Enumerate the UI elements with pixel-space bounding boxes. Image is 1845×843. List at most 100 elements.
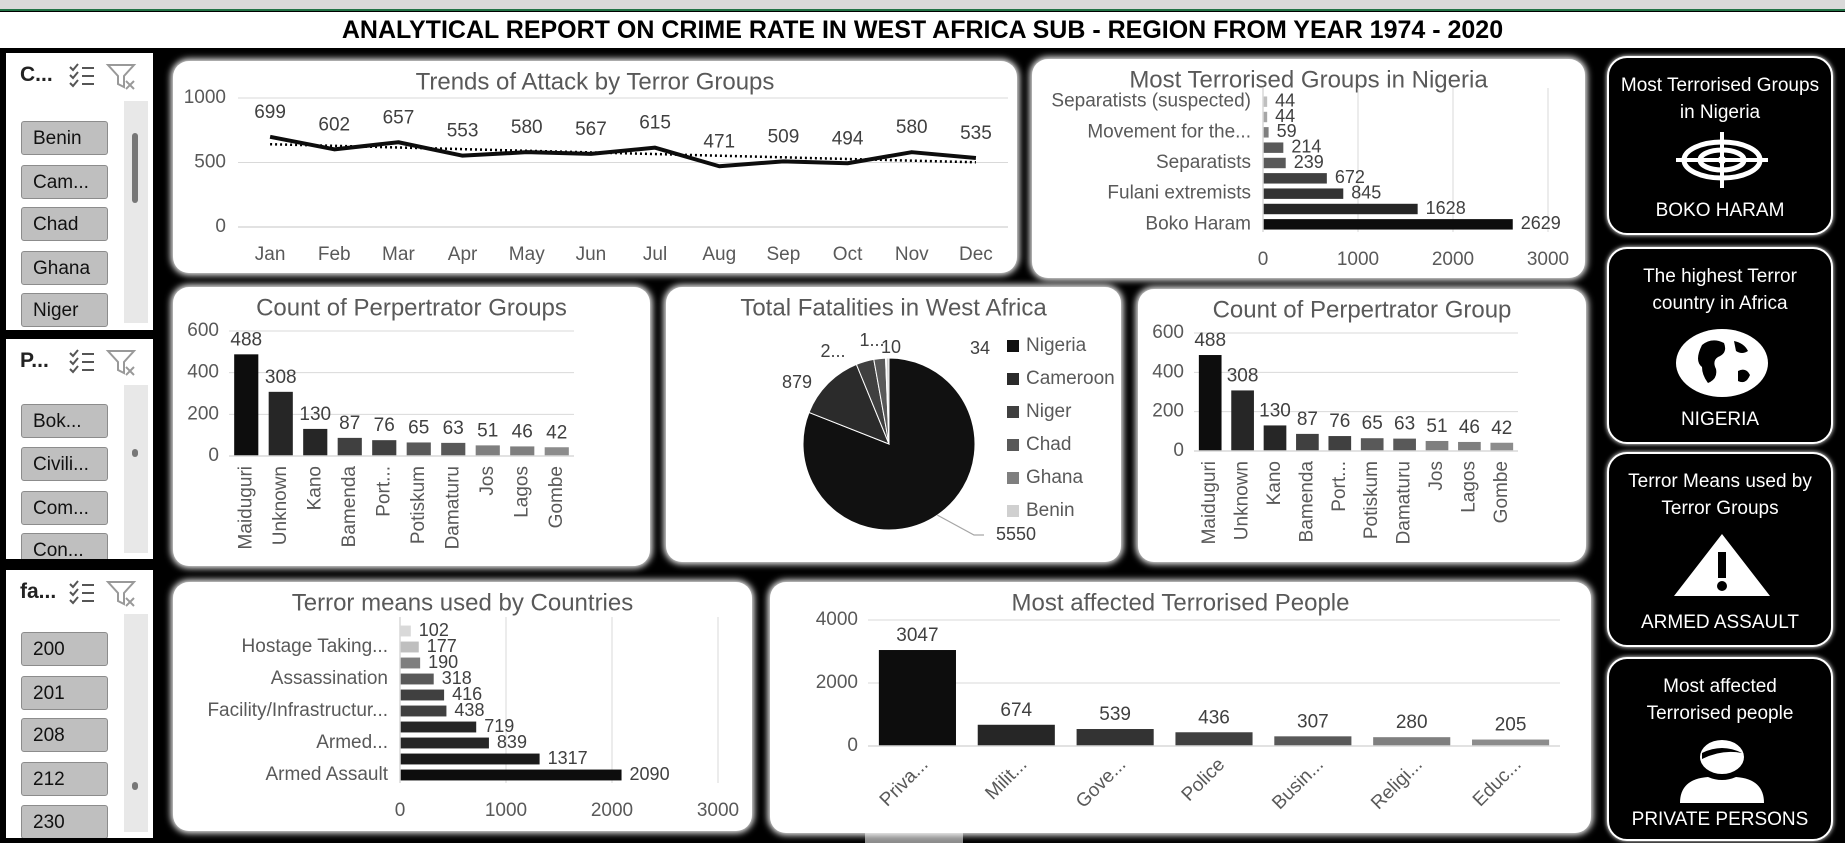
chart-title: Total Fatalities in West Africa [740, 294, 1047, 321]
y-tick-label: Hostage Taking... [242, 636, 388, 657]
bar [1076, 729, 1154, 746]
data-label: 10 [881, 337, 901, 357]
x-tick-label: Bamenda [339, 466, 360, 548]
slicer-item[interactable]: 208 [21, 718, 108, 752]
bar [977, 724, 1055, 746]
data-label: 839 [497, 732, 527, 752]
slicer-icons[interactable] [68, 347, 148, 377]
legend-swatch [1007, 472, 1019, 484]
y-tick-label: Armed Assault [266, 764, 389, 785]
y-tick-label: 600 [187, 320, 219, 341]
data-label: 879 [782, 372, 812, 392]
y-tick-label: 1000 [184, 87, 226, 108]
bar [544, 447, 569, 456]
report-title: ANALYTICAL REPORT ON CRIME RATE IN WEST … [0, 12, 1845, 48]
data-label: 488 [230, 329, 262, 350]
legend-swatch [1007, 406, 1019, 418]
data-label: 567 [575, 119, 607, 140]
kpi-card: Most affected Terrorised people PRIVATE … [1607, 657, 1833, 841]
slicer-item[interactable]: Bok... [21, 404, 108, 438]
slicer-title: C... [20, 63, 53, 86]
x-tick-label: Milit... [981, 754, 1031, 804]
x-tick-label: Kano [1264, 461, 1285, 505]
legend-swatch [1007, 505, 1019, 517]
data-label: 535 [960, 123, 992, 144]
card-value: NIGERIA [1680, 409, 1760, 430]
bar [475, 445, 500, 456]
bar [400, 769, 622, 781]
slicer-item[interactable]: Con... [21, 533, 108, 559]
chart-panel: Trends of Attack by Terror Groups 0 500 100… [173, 61, 1017, 273]
y-tick-label: 2000 [816, 672, 858, 693]
data-label: 76 [1329, 411, 1350, 432]
slicer-item[interactable]: 230 [21, 805, 108, 838]
x-tick-label: 0 [395, 800, 406, 821]
bar [1263, 425, 1287, 451]
data-label: 308 [265, 367, 297, 388]
slicer-item[interactable]: 212 [21, 762, 108, 796]
data-label: 438 [454, 700, 484, 720]
y-tick-label: 0 [1173, 440, 1184, 461]
bar [1263, 111, 1268, 123]
bar [1393, 438, 1416, 451]
bar [400, 753, 540, 765]
data-label: 42 [1491, 418, 1512, 439]
chart-title: Most Terrorised Groups in Nigeria [1129, 66, 1488, 93]
x-tick-label: Apr [448, 244, 478, 265]
legend-label: Chad [1026, 434, 1071, 455]
chart-title: Terror means used by Countries [292, 589, 633, 616]
card-title: Terror Means used by Terror Groups [1628, 471, 1812, 519]
chart: Terror means used by Countries 0 1000 2000 3… [207, 589, 739, 821]
bar [400, 657, 421, 669]
slicer-item[interactable]: Chad [21, 207, 108, 241]
bar [1263, 142, 1284, 153]
x-tick-label: Potiskum [1361, 461, 1382, 539]
bar [1490, 442, 1514, 451]
bar [1263, 173, 1327, 184]
slicer-item[interactable]: Niger [21, 293, 108, 327]
target-icon [1676, 132, 1768, 188]
column-header-strip [0, 0, 1845, 11]
y-tick-label: 400 [1152, 361, 1184, 382]
data-label: 280 [1396, 712, 1428, 733]
legend-swatch [1007, 373, 1019, 385]
data-label: 2... [820, 341, 845, 361]
slicer-item[interactable]: Civili... [21, 447, 108, 481]
slicer-icons[interactable] [68, 61, 148, 91]
kpi-card: Terror Means used by Terror Groups ARMED… [1607, 452, 1833, 647]
data-label: 51 [477, 420, 498, 441]
data-label: 42 [546, 422, 567, 443]
slicer: P... Bok... Civili... Com... Con... [6, 339, 153, 559]
slicer-item[interactable]: 200 [21, 632, 108, 666]
data-label: 672 [1335, 167, 1365, 187]
bar [400, 673, 434, 685]
card-title: Most affected Terrorised people [1646, 676, 1794, 724]
bar [406, 442, 431, 456]
chart: Trends of Attack by Terror Groups 0 500 100… [184, 68, 1008, 265]
bar [441, 442, 466, 456]
x-tick-label: Jos [1426, 461, 1447, 491]
data-label: 2090 [630, 764, 670, 784]
data-label: 87 [1297, 409, 1318, 430]
x-tick-label: Dec [959, 244, 993, 265]
x-tick-label: Jos [477, 466, 498, 496]
x-tick-label: Aug [702, 244, 736, 265]
slicer-item[interactable]: Benin [21, 121, 108, 155]
chart-title: Most affected Terrorised People [1012, 589, 1350, 616]
x-tick-label: Bamenda [1296, 461, 1317, 543]
bar [400, 641, 419, 653]
x-tick-label: May [509, 244, 545, 265]
slicer-item[interactable]: Com... [21, 491, 108, 525]
card-value: ARMED ASSAULT [1640, 612, 1800, 633]
x-tick-label: 3000 [1527, 249, 1569, 270]
slicer-item[interactable]: Cam... [21, 165, 108, 199]
slicer-item[interactable]: Ghana [21, 251, 108, 285]
slicer-icons[interactable] [68, 578, 148, 608]
slicer-item[interactable]: 201 [21, 676, 108, 710]
data-label: 34 [970, 338, 990, 358]
data-label: 308 [1227, 365, 1259, 386]
data-label: 494 [832, 128, 864, 149]
chart: Total Fatalities in West Africa 5550 879 2.… [740, 294, 1114, 543]
kpi-card: Most Terrorised Groups in Nigeria BOKO H… [1607, 56, 1833, 235]
data-label: 190 [428, 652, 458, 672]
